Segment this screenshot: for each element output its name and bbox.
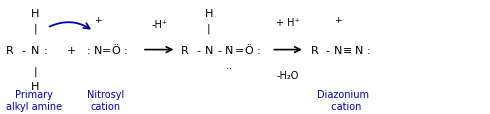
Text: Nitrosyl
cation: Nitrosyl cation — [87, 89, 124, 111]
Text: |: | — [33, 23, 37, 34]
Text: :: : — [86, 45, 90, 55]
Text: H: H — [31, 82, 40, 92]
Text: |: | — [207, 23, 211, 34]
Text: +: + — [94, 16, 102, 25]
Text: :: : — [44, 45, 48, 55]
Text: ≡: ≡ — [343, 45, 353, 55]
Text: =: = — [234, 45, 244, 55]
Text: R: R — [181, 45, 189, 55]
Text: N: N — [204, 45, 213, 55]
Text: ··: ·· — [226, 63, 232, 73]
Text: -H₂O: -H₂O — [277, 70, 299, 80]
Text: -: - — [196, 45, 200, 55]
Text: H: H — [31, 9, 40, 19]
Text: N: N — [354, 45, 363, 55]
Text: Primary
alkyl amine: Primary alkyl amine — [6, 89, 62, 111]
Text: |: | — [33, 65, 37, 76]
Text: N: N — [334, 45, 343, 55]
Text: -: - — [325, 45, 329, 55]
Text: Diazonium
  cation: Diazonium cation — [317, 89, 369, 111]
Text: -: - — [217, 45, 221, 55]
Text: R: R — [311, 45, 319, 55]
Text: +: + — [66, 45, 76, 55]
Text: R: R — [6, 45, 14, 55]
Text: +: + — [334, 16, 342, 25]
Text: -: - — [22, 45, 25, 55]
Text: N: N — [31, 45, 40, 55]
Text: H: H — [204, 9, 213, 19]
Text: =: = — [102, 45, 112, 55]
Text: :: : — [367, 45, 370, 55]
Text: Ö: Ö — [112, 45, 121, 55]
Text: Ö: Ö — [244, 45, 253, 55]
Text: N̈: N̈ — [225, 45, 234, 55]
Text: N: N — [94, 45, 102, 55]
Text: + H⁺: + H⁺ — [276, 18, 300, 28]
Text: -H⁺: -H⁺ — [151, 20, 167, 30]
Text: :: : — [256, 45, 260, 55]
Text: :: : — [123, 45, 127, 55]
